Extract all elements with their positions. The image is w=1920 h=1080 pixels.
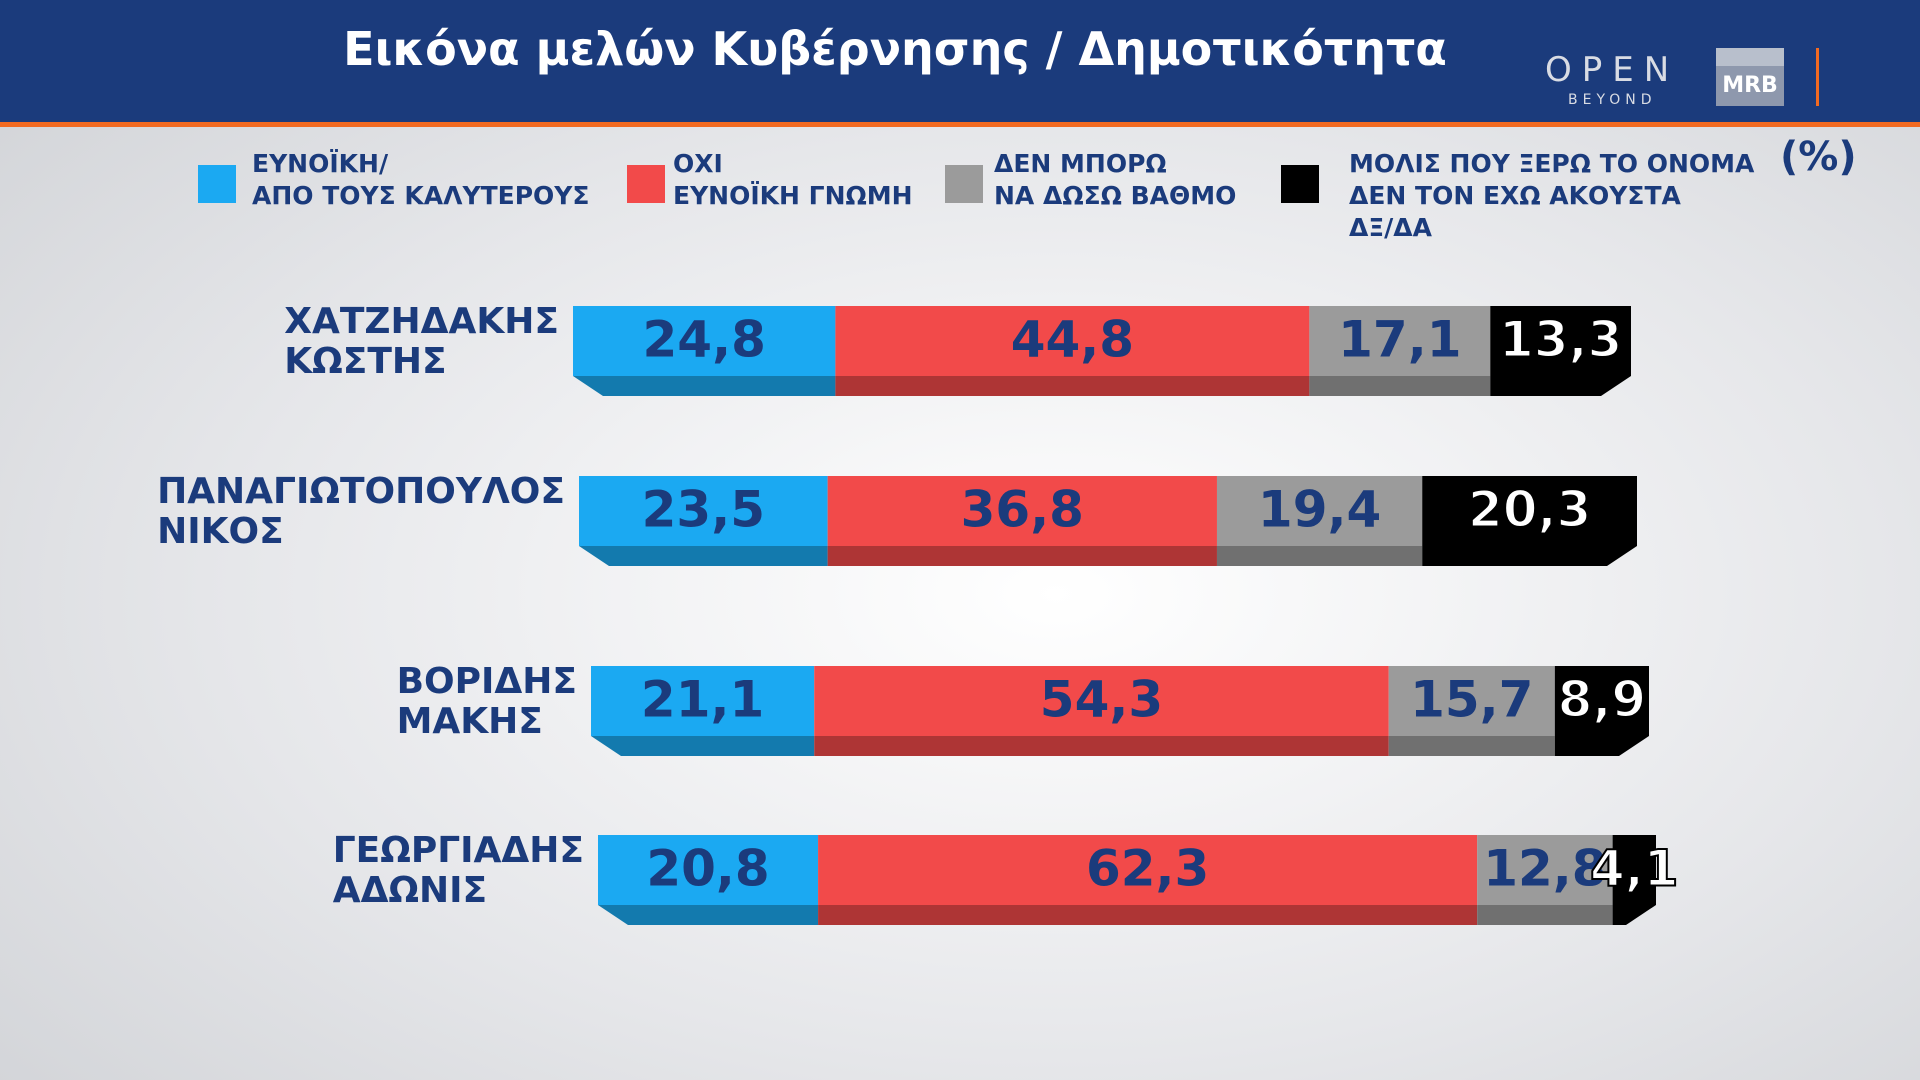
bar-segment [1554,666,1649,736]
bar-depth [1612,905,1656,925]
bar-segment [573,306,836,376]
bar-depth [579,546,828,566]
bar-segment [818,835,1478,905]
bar-depth [1309,376,1491,396]
logo-open: OPEN [1545,50,1680,90]
legend-label: ΔΕΝ ΜΠΟΡΩ ΝΑ ΔΩΣΩ ΒΑΘΜΟ [994,149,1237,210]
logo-beyond: BEYOND [1568,92,1657,108]
value-label: 8,9 [1558,671,1647,729]
category-label: ΓΕΩΡΓΙΑΔΗΣ ΑΔΩΝΙΣ [332,830,584,911]
bar-segment [1490,306,1631,376]
bar-segment [1388,666,1555,736]
bar-depth [1490,376,1631,396]
unit-label: (%) [1780,134,1857,180]
bar-segment [591,666,815,736]
category-label: ΠΑΝΑΓΙΩΤΟΠΟΥΛΟΣ ΝΙΚΟΣ [157,471,565,552]
bar-segment [1422,476,1637,546]
bar-segment [1309,306,1491,376]
legend-swatch [627,165,665,203]
bar-depth [1216,546,1423,566]
bar-depth [1477,905,1613,925]
value-label: 19,4 [1258,481,1381,539]
value-label: 12,8 [1483,840,1606,898]
value-label: 4,1 [1590,840,1679,898]
legend-swatch [1281,165,1319,203]
bar-segment [598,835,819,905]
bar-depth [814,736,1389,756]
category-label: ΒΟΡΙΔΗΣ ΜΑΚΗΣ [396,661,577,742]
value-label: 62,3 [1086,840,1209,898]
legend-swatch [945,165,983,203]
bar-segment [827,476,1217,546]
bar-segment [835,306,1310,376]
value-label: 13,3 [1499,311,1622,369]
value-label: 17,1 [1338,311,1461,369]
bar-depth [591,736,815,756]
divider [1816,48,1819,106]
value-label: 20,3 [1468,481,1591,539]
bar-depth [1388,736,1555,756]
bar-depth [835,376,1310,396]
value-label: 54,3 [1040,671,1163,729]
bar-segment [814,666,1389,736]
bar-segment [579,476,828,546]
bar-depth [573,376,836,396]
bar-segment [1216,476,1423,546]
bar-depth [598,905,819,925]
bar-depth [827,546,1217,566]
value-label: 23,5 [642,481,765,539]
legend-label: ΕΥΝΟΪΚΗ/ ΑΠΟ ΤΟΥΣ ΚΑΛΥΤΕΡΟΥΣ [252,149,590,210]
bar-segment [1477,835,1613,905]
value-label: 36,8 [961,481,1084,539]
header [0,0,1920,127]
value-label: 21,1 [641,671,764,729]
value-label: 20,8 [646,840,769,898]
bar-depth [1422,546,1637,566]
category-label: ΧΑΤΖΗΔΑΚΗΣ ΚΩΣΤΗΣ [284,301,559,382]
legend-swatch [198,165,236,203]
bar-segment [1612,835,1656,905]
legend-label: ΟΧΙ ΕΥΝΟΪΚΗ ΓΝΩΜΗ [673,149,913,210]
value-label: 15,7 [1410,671,1533,729]
bar-depth [818,905,1478,925]
value-label: 24,8 [643,311,766,369]
value-label: 44,8 [1011,311,1134,369]
legend-label: ΜΟΛΙΣ ΠΟΥ ΞΕΡΩ ΤΟ ΟΝΟΜΑ ΔΕΝ ΤΟΝ ΕΧΩ ΑΚΟΥ… [1349,149,1755,242]
chart-title: Εικόνα μελών Κυβέρνησης / Δημοτικότητα [343,22,1447,76]
logo-mrb: MRB [1716,48,1784,106]
bar-depth [1554,736,1649,756]
